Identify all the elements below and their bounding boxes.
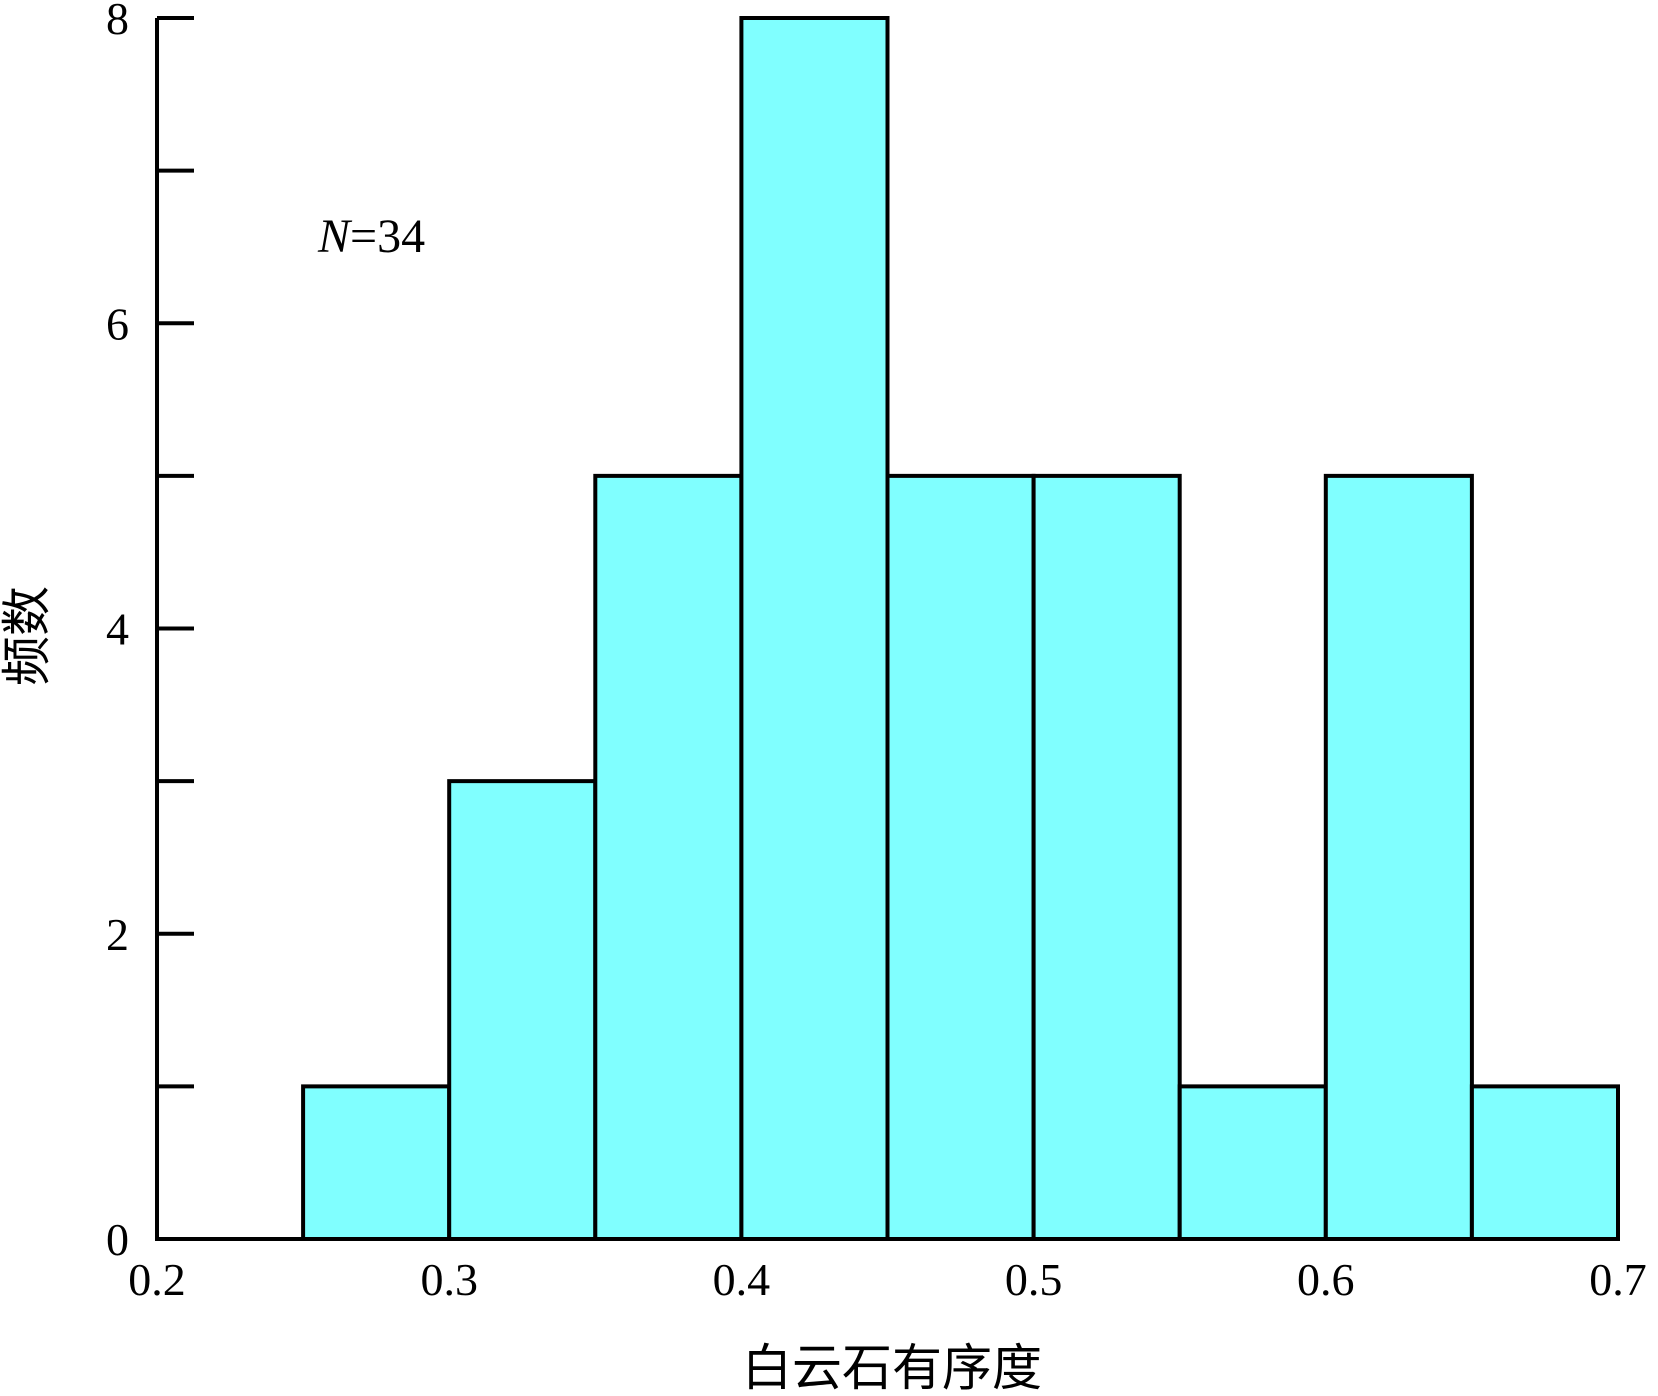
histogram-bar-2 <box>447 779 598 1241</box>
ticks-group: 0 2 4 6 8 0.2 0.3 0.4 0.5 0.6 0.7 <box>106 0 1647 1305</box>
histogram-bar-7 <box>1177 1084 1328 1241</box>
annotation-n: N=34 <box>317 210 425 263</box>
x-tick-label: 0.7 <box>1589 1254 1647 1305</box>
y-tick-label: 0 <box>106 1214 129 1265</box>
y-tick-label: 2 <box>106 909 129 960</box>
x-tick-label: 0.4 <box>713 1254 771 1305</box>
histogram-bar-4 <box>739 16 890 1241</box>
y-tick-label: 6 <box>106 298 129 349</box>
x-tick-label: 0.6 <box>1297 1254 1355 1305</box>
annotation-value: =34 <box>350 210 425 263</box>
y-tick-label: 4 <box>106 604 129 655</box>
bars-group <box>301 16 1621 1241</box>
histogram-bar-1 <box>301 1084 452 1241</box>
histogram-bar-6 <box>1031 473 1182 1241</box>
x-tick-label: 0.2 <box>128 1254 186 1305</box>
annotation-symbol: N <box>317 210 353 263</box>
y-tick-label: 8 <box>106 0 129 44</box>
x-tick-label: 0.5 <box>1005 1254 1063 1305</box>
x-axis-title: 白云石有序度 <box>742 1339 1042 1396</box>
x-tick-label: 0.3 <box>420 1254 478 1305</box>
histogram-bar-3 <box>593 473 744 1241</box>
y-axis-title: 频数 <box>0 586 56 686</box>
histogram-bar-5 <box>885 473 1036 1241</box>
histogram-bar-8 <box>1323 473 1474 1241</box>
histogram-bar-9 <box>1469 1084 1621 1241</box>
